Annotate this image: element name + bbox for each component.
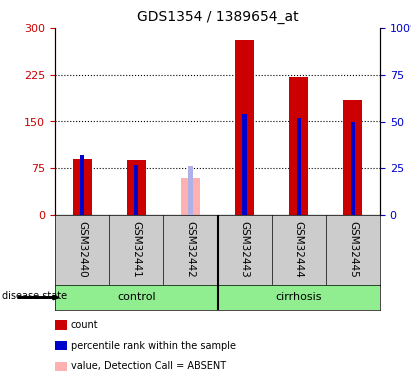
Bar bbox=[344, 100, 363, 215]
Text: GSM32445: GSM32445 bbox=[348, 220, 358, 278]
Bar bbox=[289, 76, 308, 215]
Text: disease state: disease state bbox=[2, 291, 67, 301]
Bar bbox=[127, 160, 146, 215]
Text: GSM32442: GSM32442 bbox=[185, 220, 195, 278]
Bar bbox=[235, 40, 254, 215]
Text: GSM32443: GSM32443 bbox=[240, 220, 249, 278]
Text: GSM32440: GSM32440 bbox=[77, 220, 87, 277]
Bar bbox=[242, 114, 247, 215]
Text: GSM32444: GSM32444 bbox=[294, 220, 304, 278]
Text: value, Detection Call = ABSENT: value, Detection Call = ABSENT bbox=[71, 361, 226, 371]
Text: percentile rank within the sample: percentile rank within the sample bbox=[71, 340, 236, 351]
Bar bbox=[217, 285, 380, 310]
Text: control: control bbox=[117, 292, 155, 303]
Bar bbox=[188, 166, 193, 215]
Bar bbox=[55, 285, 217, 310]
Text: GSM32441: GSM32441 bbox=[131, 220, 141, 278]
Text: count: count bbox=[71, 320, 98, 330]
Text: cirrhosis: cirrhosis bbox=[275, 292, 322, 303]
Bar bbox=[351, 122, 355, 215]
Bar bbox=[80, 155, 84, 215]
Bar bbox=[134, 165, 139, 215]
Bar bbox=[73, 159, 92, 215]
Bar bbox=[181, 178, 200, 215]
Title: GDS1354 / 1389654_at: GDS1354 / 1389654_at bbox=[137, 10, 298, 24]
Bar bbox=[297, 118, 301, 215]
